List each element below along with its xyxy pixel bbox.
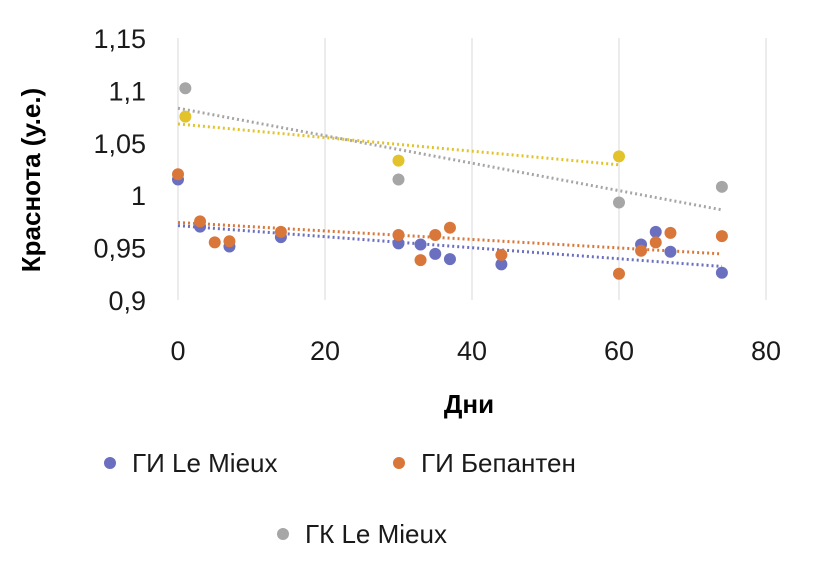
y-tick-label: 1,15 bbox=[93, 24, 146, 54]
data-point-series-4 bbox=[392, 154, 405, 167]
data-point-series-2 bbox=[223, 235, 236, 248]
legend-marker bbox=[277, 528, 289, 540]
data-point-series-1 bbox=[715, 266, 728, 279]
legend-label: ГК Le Mieux bbox=[305, 519, 447, 549]
data-point-series-1 bbox=[392, 237, 405, 250]
data-point-series-1 bbox=[429, 247, 442, 260]
data-point-series-2 bbox=[495, 248, 508, 261]
legend-marker bbox=[104, 457, 116, 469]
trendline-series-1 bbox=[177, 224, 723, 268]
trendline-series-2 bbox=[177, 220, 722, 256]
y-tick-label: 1 bbox=[131, 181, 146, 211]
data-point-series-3 bbox=[392, 173, 405, 186]
data-point-series-2 bbox=[613, 267, 625, 280]
data-point-series-3 bbox=[613, 196, 625, 209]
trendline-series-3 bbox=[177, 106, 723, 212]
data-point-series-2 bbox=[664, 226, 677, 239]
data-point-series-2 bbox=[414, 254, 427, 267]
x-tick-label: 0 bbox=[170, 336, 185, 366]
legend-marker bbox=[393, 457, 405, 469]
data-point-series-1 bbox=[443, 253, 456, 266]
y-tick-label: 1,1 bbox=[108, 76, 146, 106]
legend: ГИ Le Mieux ГИ Бепантен ГК Le Mieux bbox=[104, 448, 576, 549]
data-point-series-2 bbox=[649, 236, 662, 249]
data-point-series-1 bbox=[649, 225, 662, 238]
data-point-series-4 bbox=[179, 110, 192, 123]
data-point-series-2 bbox=[429, 229, 442, 242]
x-axis-title: Дни bbox=[444, 389, 494, 419]
legend-label: ГИ Бепантен bbox=[421, 448, 576, 478]
x-tick-label: 40 bbox=[457, 336, 487, 366]
x-tick-label: 80 bbox=[751, 336, 781, 366]
y-tick-label: 0,95 bbox=[93, 234, 146, 264]
trendlines bbox=[177, 106, 723, 268]
data-point-series-2 bbox=[392, 229, 405, 242]
data-point-series-2 bbox=[194, 215, 207, 228]
data-point-series-2 bbox=[635, 244, 648, 257]
trendline-series-4 bbox=[177, 122, 620, 167]
data-point-series-3 bbox=[715, 180, 728, 193]
y-axis-ticks: 0,9 0,95 1 1,05 1,1 1,15 bbox=[93, 24, 146, 316]
data-point-series-2 bbox=[172, 168, 184, 181]
data-point-series-1 bbox=[664, 245, 677, 258]
legend-label: ГИ Le Mieux bbox=[132, 448, 278, 478]
data-point-series-2 bbox=[715, 230, 728, 243]
x-axis-ticks: 0 20 40 60 80 bbox=[170, 336, 781, 366]
y-tick-label: 0,9 bbox=[108, 286, 146, 316]
y-tick-label: 1,05 bbox=[93, 129, 146, 159]
data-point-series-2 bbox=[208, 236, 221, 249]
data-point-series-3 bbox=[179, 82, 192, 95]
data-point-series-2 bbox=[443, 221, 456, 234]
y-axis-title: Краснота (у.е.) bbox=[16, 88, 46, 272]
data-point-series-4 bbox=[613, 150, 625, 163]
data-point-series-1 bbox=[495, 258, 508, 271]
gridlines bbox=[177, 38, 767, 300]
data-point-series-2 bbox=[274, 225, 287, 238]
data-points bbox=[172, 82, 728, 280]
x-tick-label: 60 bbox=[604, 336, 634, 366]
data-point-series-1 bbox=[414, 238, 427, 251]
x-tick-label: 20 bbox=[310, 336, 340, 366]
